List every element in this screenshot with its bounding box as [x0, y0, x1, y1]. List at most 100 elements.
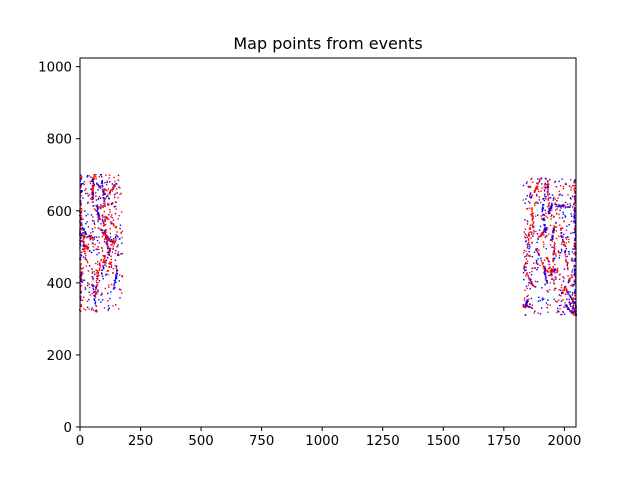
event-point: [104, 193, 106, 195]
event-point: [553, 280, 555, 282]
event-point: [559, 217, 561, 219]
event-point: [80, 183, 83, 185]
event-point: [553, 271, 556, 273]
event-point: [89, 250, 91, 252]
x-axis: 0 250 500 750 1000 1250 1500 1750 2000: [76, 427, 581, 449]
event-point: [570, 284, 572, 287]
event-point: [111, 217, 114, 219]
event-point: [554, 257, 556, 260]
event-point: [101, 176, 103, 178]
event-point: [81, 224, 83, 226]
event-point: [110, 222, 112, 225]
event-point: [107, 194, 109, 196]
event-point: [558, 252, 561, 254]
event-point: [567, 307, 570, 309]
event-point: [114, 241, 116, 244]
event-point: [80, 176, 83, 178]
event-point: [556, 269, 558, 271]
event-point: [560, 294, 562, 297]
event-point: [572, 300, 574, 302]
event-point: [541, 206, 544, 209]
event-point: [551, 214, 553, 216]
event-point: [552, 251, 555, 253]
event-point: [560, 227, 562, 230]
event-point: [544, 283, 546, 286]
event-point: [98, 236, 100, 238]
event-point: [545, 212, 547, 214]
event-point: [543, 186, 545, 188]
event-point: [552, 198, 555, 200]
event-point: [80, 251, 83, 253]
event-point: [553, 228, 555, 230]
event-point: [541, 263, 544, 265]
event-point: [84, 258, 87, 260]
event-point: [528, 271, 531, 274]
event-point: [83, 296, 85, 298]
event-point: [104, 233, 107, 236]
event-point: [555, 237, 558, 240]
event-point: [91, 177, 94, 179]
event-point: [566, 298, 568, 301]
event-point: [113, 284, 115, 286]
event-point: [543, 243, 545, 246]
event-point: [84, 231, 87, 233]
event-point: [570, 305, 572, 307]
event-point: [95, 176, 97, 178]
event-point: [560, 313, 562, 316]
event-point: [544, 209, 546, 211]
event-point: [101, 235, 104, 238]
event-point: [119, 297, 121, 299]
event-point: [86, 306, 89, 309]
event-point: [523, 278, 525, 281]
event-point: [543, 225, 546, 227]
event-point: [108, 247, 110, 249]
event-point: [91, 219, 94, 222]
event-point: [574, 242, 576, 244]
event-point: [81, 227, 83, 230]
event-point: [550, 268, 553, 270]
event-point: [552, 269, 555, 272]
event-point: [117, 179, 120, 181]
event-point: [554, 245, 556, 248]
event-point: [103, 230, 106, 232]
event-point: [106, 241, 108, 243]
event-point: [562, 241, 564, 243]
event-point: [93, 176, 95, 178]
event-point: [526, 181, 528, 183]
event-point: [113, 225, 115, 227]
event-point: [93, 285, 95, 287]
event-point: [79, 305, 82, 307]
event-point: [546, 193, 549, 195]
event-point: [552, 266, 554, 268]
event-point: [573, 242, 576, 244]
event-point: [117, 244, 119, 246]
event-point: [80, 178, 83, 180]
event-point: [548, 261, 550, 263]
event-point: [92, 278, 94, 281]
chart-title: Map points from events: [233, 34, 422, 53]
event-point: [91, 236, 94, 238]
event-point: [574, 192, 576, 194]
event-point: [79, 200, 82, 202]
x-tick-label: 750: [249, 434, 274, 449]
event-point: [80, 208, 83, 210]
event-point: [547, 198, 549, 200]
event-point: [574, 254, 577, 256]
event-point: [572, 306, 574, 308]
event-point: [115, 265, 118, 267]
event-point: [91, 228, 94, 230]
event-point: [546, 282, 548, 284]
event-point: [559, 224, 561, 226]
event-point: [105, 229, 107, 231]
event-point: [95, 204, 97, 207]
event-point: [541, 262, 543, 264]
event-point: [546, 306, 548, 309]
event-point: [528, 207, 531, 209]
event-point: [533, 285, 536, 288]
event-point: [87, 226, 90, 228]
event-point: [84, 288, 87, 290]
event-point: [82, 241, 84, 243]
event-point: [88, 286, 91, 289]
event-point: [89, 180, 91, 183]
event-point: [554, 268, 556, 270]
